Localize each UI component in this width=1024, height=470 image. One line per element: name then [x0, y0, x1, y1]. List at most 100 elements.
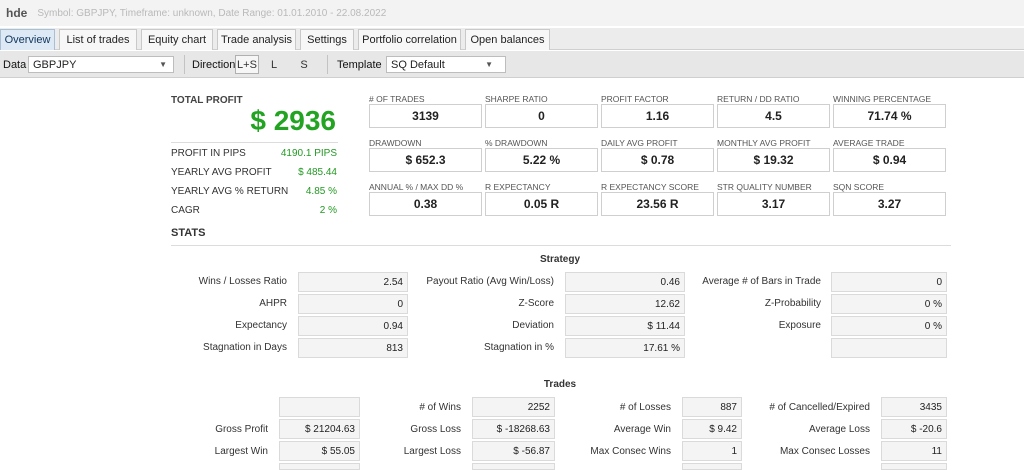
toolbar: Data GBPJPY ▼ Direction L+S L S Template… — [0, 51, 1024, 78]
template-select-value: SQ Default — [391, 58, 445, 71]
direction-short-button[interactable]: S — [300, 58, 308, 71]
stat-value: 0 — [831, 272, 947, 292]
metric-label: WINNING PERCENTAGE — [833, 94, 932, 104]
tab-portfolio-correlation[interactable]: Portfolio correlation — [358, 29, 461, 50]
direction-long-button[interactable]: L — [270, 58, 278, 71]
stat-value: 813 — [298, 338, 408, 358]
metric-value: 23.56 R — [601, 192, 714, 216]
toolbar-divider — [327, 55, 328, 74]
stat-value: 0 — [298, 294, 408, 314]
stat-value: 2.54 — [298, 272, 408, 292]
metric-value: 1.16 — [601, 104, 714, 128]
data-label: Data — [3, 59, 27, 71]
stat-value: 0.94 — [298, 316, 408, 336]
stat-label: Expectancy — [235, 320, 287, 331]
stat-value: $ -18268.63 — [472, 419, 555, 439]
stat-label: Largest Win — [214, 446, 268, 457]
stat-label: Largest Loss — [403, 446, 461, 457]
stat-value: 3435 — [881, 397, 947, 417]
trades-section-title: Trades — [543, 379, 577, 390]
direction-both-button[interactable]: L+S — [235, 55, 259, 74]
stat-value-partial — [682, 463, 742, 470]
stat-value: $ -20.6 — [881, 419, 947, 439]
app-name: hde — [6, 6, 28, 20]
title-bar: hde Symbol: GBPJPY, Timeframe: unknown, … — [0, 0, 1024, 26]
stat-label: Max Consec Losses — [779, 446, 870, 457]
template-select[interactable]: SQ Default ▼ — [386, 56, 506, 73]
metric-label: DRAWDOWN — [369, 138, 422, 148]
metric-value: $ 0.78 — [601, 148, 714, 172]
metric-label: SHARPE RATIO — [485, 94, 548, 104]
stat-value-partial — [279, 463, 360, 470]
summary-value: 4.85 % — [305, 186, 337, 197]
tab-trade-analysis[interactable]: Trade analysis — [217, 29, 296, 50]
stat-label: Stagnation in Days — [203, 342, 287, 353]
data-select[interactable]: GBPJPY ▼ — [28, 56, 174, 73]
tab-overview[interactable]: Overview — [0, 29, 55, 50]
stat-label: Average # of Bars in Trade — [702, 276, 821, 287]
metric-label: # OF TRADES — [369, 94, 425, 104]
template-label: Template — [337, 59, 382, 71]
metric-value: $ 652.3 — [369, 148, 482, 172]
stat-value: $ -56.87 — [472, 441, 555, 461]
metric-value: 71.74 % — [833, 104, 946, 128]
total-profit-value: $ 2936 — [250, 105, 336, 136]
metric-value: $ 0.94 — [833, 148, 946, 172]
tab-equity-chart[interactable]: Equity chart — [141, 29, 213, 50]
stat-label: Gross Loss — [410, 424, 461, 435]
metric-value: 0.38 — [369, 192, 482, 216]
tab-open-balances[interactable]: Open balances — [465, 29, 550, 50]
stat-value: 0 % — [831, 294, 947, 314]
stat-value: 0 % — [831, 316, 947, 336]
stat-label: Exposure — [778, 320, 821, 331]
metric-value: 3.27 — [833, 192, 946, 216]
metric-value: 0 — [485, 104, 598, 128]
stat-value-empty — [279, 397, 360, 417]
stat-label: # of Wins — [419, 402, 461, 413]
stat-value: 2252 — [472, 397, 555, 417]
metric-value: 0.05 R — [485, 192, 598, 216]
stat-value: 1 — [682, 441, 742, 461]
stat-value: $ 21204.63 — [279, 419, 360, 439]
stat-value: 12.62 — [565, 294, 685, 314]
metric-label: RETURN / DD RATIO — [717, 94, 800, 104]
stat-label: Average Win — [613, 424, 671, 435]
summary-value: 4190.1 PIPS — [280, 148, 337, 159]
tab-list-of-trades[interactable]: List of trades — [59, 29, 137, 50]
window-subtitle: Symbol: GBPJPY, Timeframe: unknown, Date… — [37, 7, 387, 19]
divider — [171, 142, 338, 143]
stat-label: # of Cancelled/Expired — [769, 402, 870, 413]
chevron-down-icon: ▼ — [159, 60, 167, 69]
metric-label: STR QUALITY NUMBER — [717, 182, 812, 192]
overview-panel: TOTAL PROFIT $ 2936 PROFIT IN PIPS 4190.… — [0, 79, 1024, 470]
stat-value-partial — [881, 463, 947, 470]
metric-value: 3.17 — [717, 192, 830, 216]
stat-label: AHPR — [259, 298, 287, 309]
metric-label: PROFIT FACTOR — [601, 94, 669, 104]
stat-label: Payout Ratio (Avg Win/Loss) — [426, 276, 554, 287]
metric-value: 5.22 % — [485, 148, 598, 172]
stat-value: $ 11.44 — [565, 316, 685, 336]
tab-settings[interactable]: Settings — [300, 29, 354, 50]
metric-label: % DRAWDOWN — [485, 138, 548, 148]
summary-label: YEARLY AVG PROFIT — [171, 167, 272, 178]
metric-label: R EXPECTANCY — [485, 182, 551, 192]
stat-label: Deviation — [512, 320, 554, 331]
summary-label: YEARLY AVG % RETURN — [171, 186, 289, 197]
stats-title: STATS — [171, 227, 206, 239]
stat-label: Z-Probability — [764, 298, 821, 309]
toolbar-divider — [184, 55, 185, 74]
summary-value: 2 % — [319, 205, 337, 216]
stat-value-partial — [472, 463, 555, 470]
stat-label: Max Consec Wins — [590, 446, 671, 457]
summary-value: $ 485.44 — [298, 167, 337, 178]
divider — [171, 245, 951, 246]
metric-value: $ 19.32 — [717, 148, 830, 172]
stat-label: Average Loss — [809, 424, 870, 435]
stat-label: # of Losses — [619, 402, 671, 413]
data-select-value: GBPJPY — [33, 58, 77, 71]
metric-label: SQN SCORE — [833, 182, 885, 192]
stat-label: Z-Score — [518, 298, 554, 309]
stat-value: 0.46 — [565, 272, 685, 292]
strategy-section-title: Strategy — [539, 254, 580, 265]
